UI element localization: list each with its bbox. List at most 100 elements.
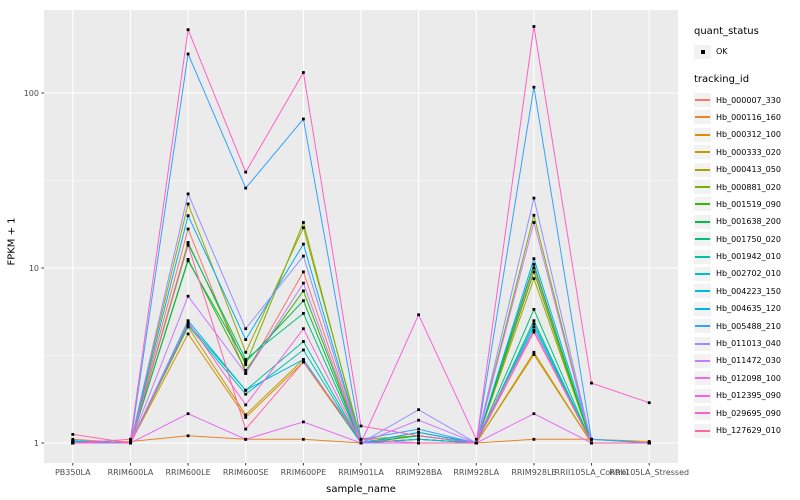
data-point xyxy=(532,437,536,441)
data-point xyxy=(302,358,305,361)
x-tick-label: RRIM928LA xyxy=(453,468,499,477)
legend-item-label: Hb_004223_150 xyxy=(716,286,781,296)
data-point xyxy=(302,289,305,293)
legend-item-label: Hb_000312_100 xyxy=(716,130,781,140)
y-tick-label: 10 xyxy=(29,264,39,273)
data-point xyxy=(532,322,536,326)
legend-item: Hb_001750_020 xyxy=(694,231,800,248)
y-tick-label: 100 xyxy=(24,89,39,98)
data-point xyxy=(302,226,305,230)
data-point xyxy=(532,85,536,89)
data-point xyxy=(244,186,248,190)
x-tick-label: RRIM600PE xyxy=(281,468,327,477)
data-point xyxy=(532,330,536,334)
data-point xyxy=(302,360,305,364)
legend-item: Hb_000333_020 xyxy=(694,144,800,161)
data-point xyxy=(532,221,536,224)
legend-key-line-icon xyxy=(694,336,711,351)
legend-item-label: Hb_012098_100 xyxy=(716,373,781,383)
legend-item-label: Hb_002702_010 xyxy=(716,269,781,279)
data-point xyxy=(129,437,132,441)
data-point xyxy=(302,221,305,224)
legend-item-label: Hb_001750_020 xyxy=(716,234,781,244)
legend-item-label: Hb_000007_330 xyxy=(716,95,781,105)
data-point xyxy=(302,270,305,274)
data-point xyxy=(186,214,190,218)
legend-item: Hb_127629_010 xyxy=(694,422,800,439)
tracking-id-legend-title: tracking_id xyxy=(694,74,750,86)
data-point xyxy=(302,71,305,74)
data-point xyxy=(302,117,305,121)
legend-item: Hb_000116_160 xyxy=(694,109,800,126)
data-point xyxy=(647,401,651,405)
legend-item: Hb_000413_050 xyxy=(694,161,800,178)
data-point xyxy=(359,424,363,428)
legend-item: Hb_005488_210 xyxy=(694,317,800,334)
legend-item: Hb_000007_330 xyxy=(694,91,800,108)
x-tick-label: RRIM901LA xyxy=(338,468,384,477)
y-tick-label: 1 xyxy=(34,439,39,448)
legend-item-label: Hb_000116_160 xyxy=(716,112,781,122)
x-tick-label: RRII105LA_Control xyxy=(554,468,628,477)
legend-key-line-icon xyxy=(694,319,711,334)
data-point xyxy=(186,243,190,247)
x-tick-label: RRII105LA_Stressed xyxy=(609,468,689,477)
data-point xyxy=(186,294,190,298)
data-point xyxy=(532,266,536,270)
data-point xyxy=(244,403,248,407)
data-point xyxy=(186,28,190,32)
data-point xyxy=(532,257,536,261)
data-point xyxy=(532,325,536,329)
data-point xyxy=(302,327,305,331)
data-point xyxy=(244,170,248,174)
data-point xyxy=(532,353,536,356)
legend-item: Hb_012395_090 xyxy=(694,387,800,404)
data-point xyxy=(244,388,248,392)
x-axis-title: sample_name xyxy=(326,484,396,495)
data-point xyxy=(417,313,420,317)
data-point xyxy=(532,319,536,323)
data-point xyxy=(244,437,248,441)
legend-item-label: Hb_000413_050 xyxy=(716,165,781,175)
data-point xyxy=(474,437,478,441)
x-tick-label: RRIM928BA xyxy=(395,468,442,477)
legend-item: Hb_002702_010 xyxy=(694,265,800,282)
data-point xyxy=(417,437,420,441)
x-tick-label: RRIM600SE xyxy=(223,468,269,477)
data-point xyxy=(186,319,190,323)
data-point xyxy=(244,327,248,331)
data-point xyxy=(244,372,248,375)
legend-item-label: Hb_001638_200 xyxy=(716,217,781,227)
data-point xyxy=(302,254,305,258)
legend-key-line-icon xyxy=(694,284,711,299)
data-point xyxy=(186,241,190,244)
data-point xyxy=(302,437,305,441)
data-point xyxy=(417,408,420,412)
data-point xyxy=(186,320,190,324)
legend-item: Hb_000312_100 xyxy=(694,126,800,143)
legend-key-line-icon xyxy=(694,214,711,229)
data-point xyxy=(129,440,132,443)
data-point xyxy=(186,202,190,206)
data-point xyxy=(186,434,190,438)
data-point xyxy=(244,416,248,419)
data-point xyxy=(186,192,190,196)
legend-item-label: Hb_005488_210 xyxy=(716,321,781,331)
data-point xyxy=(244,360,248,364)
data-point xyxy=(647,440,651,443)
legend-item: Hb_011013_040 xyxy=(694,335,800,352)
data-point xyxy=(302,242,305,246)
legend-item: Hb_004223_150 xyxy=(694,283,800,300)
x-tick-label: RRIM600LE xyxy=(166,468,211,477)
legend: quant_status OK tracking_id Hb_000007_33… xyxy=(694,26,800,439)
legend-key-point-icon xyxy=(694,44,711,59)
data-point xyxy=(71,433,75,436)
data-point xyxy=(417,441,420,445)
legend-item-label: Hb_011013_040 xyxy=(716,339,781,349)
legend-key-line-icon xyxy=(694,406,711,421)
data-point xyxy=(186,412,190,416)
legend-item: Hb_001942_010 xyxy=(694,248,800,265)
data-point xyxy=(186,227,190,231)
legend-item-label: OK xyxy=(716,47,728,57)
legend-key-line-icon xyxy=(694,127,711,142)
